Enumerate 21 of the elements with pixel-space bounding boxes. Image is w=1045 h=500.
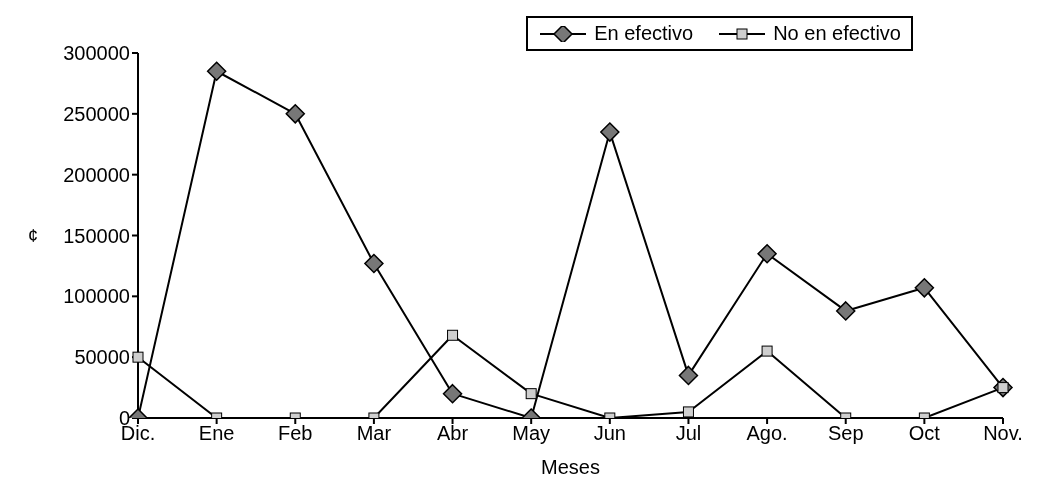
- y-tick-label: 200000: [63, 163, 130, 186]
- x-tick-label: Oct: [908, 422, 941, 445]
- x-tick-label: Jun: [593, 422, 626, 445]
- x-tick-label: Ene: [198, 422, 235, 445]
- y-tick-label: 50000: [74, 346, 130, 369]
- y-tick-label: 250000: [63, 102, 130, 125]
- x-tick-label: Jul: [675, 422, 702, 445]
- y-tick-label: 150000: [63, 224, 130, 247]
- x-tick-label: Mar: [356, 422, 392, 445]
- x-tick-label: Sep: [827, 422, 864, 445]
- y-axis-title: ¢: [27, 225, 38, 246]
- y-tick-label: 300000: [63, 42, 130, 65]
- x-tick-label: Nov.: [983, 422, 1023, 445]
- y-tick-label: 100000: [63, 285, 130, 308]
- legend-label: En efectivo: [594, 22, 694, 45]
- x-tick-label: Abr: [436, 422, 469, 445]
- x-tick-label: Ago.: [746, 422, 788, 445]
- x-tick-label: Feb: [278, 422, 313, 445]
- x-tick-label: May: [512, 422, 551, 445]
- legend-label: No en efectivo: [773, 22, 901, 45]
- x-axis-title: Meses: [541, 456, 600, 479]
